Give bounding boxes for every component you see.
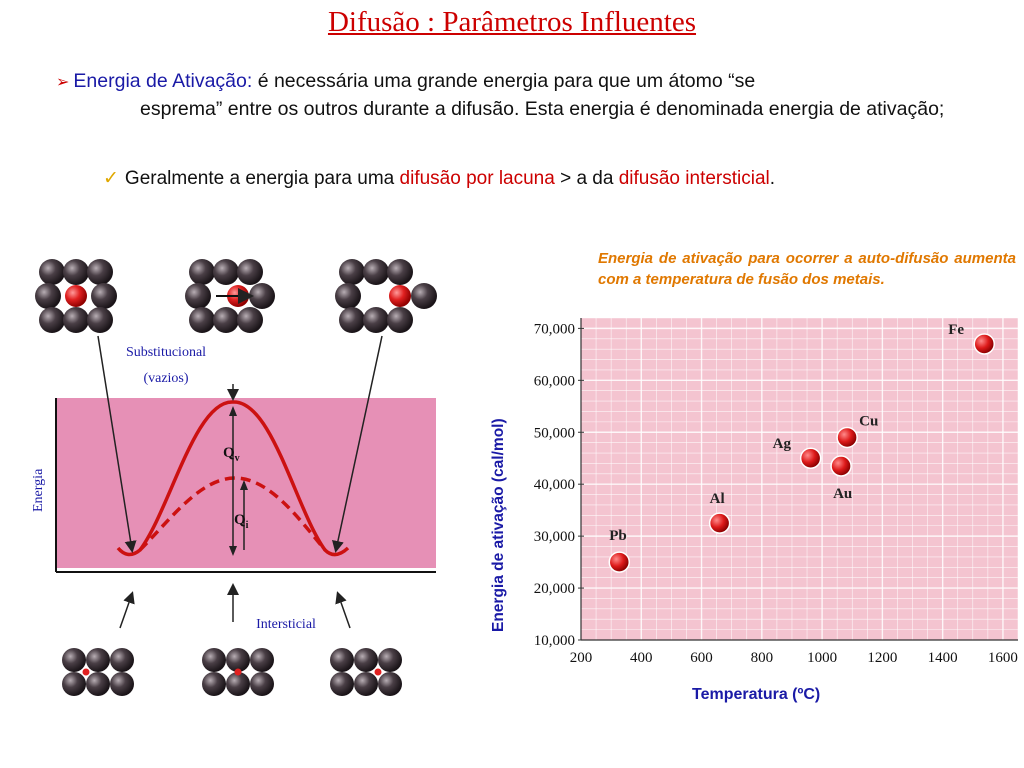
bullet2-interstitial: difusão intersticial xyxy=(618,168,770,189)
data-label-au: Au xyxy=(833,486,852,502)
label-vazios: (vazios) xyxy=(143,371,188,386)
x-tick-label: 1400 xyxy=(928,650,958,666)
y-tick-label: 40,000 xyxy=(534,477,575,493)
bullet2-mid: > a da xyxy=(554,168,619,189)
label-intersticial: Intersticial xyxy=(256,617,316,632)
y-tick-label: 20,000 xyxy=(534,581,575,597)
chart-plot-area xyxy=(581,318,1018,640)
vacancy-cluster-right xyxy=(335,259,437,333)
label-substitucional: Substitucional xyxy=(126,345,206,360)
diffusion-energy-diagram: Substitucional (vazios) Energia Qv Qi In… xyxy=(31,259,437,696)
interstitial-cluster-middle xyxy=(202,648,274,696)
y-tick-label: 60,000 xyxy=(534,373,575,389)
data-label-cu: Cu xyxy=(859,413,878,429)
data-point-pb xyxy=(608,551,631,573)
data-label-pb: Pb xyxy=(609,528,627,544)
x-tick-label: 1600 xyxy=(988,650,1018,666)
check-icon: ✓ xyxy=(103,168,119,189)
bullet2-post: . xyxy=(769,168,776,189)
data-point-fe xyxy=(973,333,995,355)
x-tick-label: 600 xyxy=(690,650,713,666)
chart-caption: Energia de ativação para ocorrer a auto-… xyxy=(598,250,1016,288)
bullet-term: Energia de Ativação: xyxy=(73,70,253,92)
bullet-text-line1: é necessária uma grande energia para que… xyxy=(252,70,756,92)
interstitial-cluster-right xyxy=(330,648,402,696)
y-tick-label: 70,000 xyxy=(534,321,575,337)
activation-energy-chart: 10,000 20,000 30,000 40,000 50,000 60,000 70,0… xyxy=(534,317,1019,666)
vacancy-energy-curve xyxy=(116,400,350,557)
slide-title: Difusão : Parâmetros Influentes xyxy=(327,6,697,38)
bullet-text-line2: esprema” entre os outros durante a difus… xyxy=(140,98,945,120)
bullet2-pre: Geralmente a energia para uma xyxy=(124,168,400,189)
energy-panel xyxy=(56,398,436,568)
data-label-fe: Fe xyxy=(948,322,964,338)
y-tick-label: 50,000 xyxy=(534,425,575,441)
bullet2-vacancy: difusão por lacuna xyxy=(399,168,555,189)
label-energia: Energia xyxy=(31,468,46,512)
x-tick-label: 400 xyxy=(630,650,653,666)
data-point-cu xyxy=(836,426,858,449)
chart-x-axis-label: Temperatura (ºC) xyxy=(692,686,821,703)
interstitial-cluster-left xyxy=(62,648,134,696)
x-tick-label: 1000 xyxy=(807,650,837,666)
x-tick-label: 200 xyxy=(570,650,593,666)
bullet-vacancy-vs-interstitial: ✓ Geralmente a energia para uma difusão p… xyxy=(103,167,775,190)
data-point-ag xyxy=(799,447,822,469)
y-tick-label: 30,000 xyxy=(534,529,575,545)
interstitial-energy-curve xyxy=(138,476,327,552)
x-tick-label: 1200 xyxy=(867,650,897,666)
label-qv: Qv xyxy=(223,445,240,464)
y-tick-label: 10,000 xyxy=(534,633,575,649)
arrow-bullet-icon: ➢ xyxy=(56,74,70,91)
x-tick-label: 800 xyxy=(751,650,774,666)
vacancy-cluster-middle xyxy=(185,259,275,333)
data-point-au xyxy=(830,455,852,477)
data-label-ag: Ag xyxy=(773,436,792,452)
bullet-activation-energy: ➢ Energia de Ativação: é necessária uma g… xyxy=(56,68,1010,123)
data-point-al xyxy=(708,512,731,534)
label-qi: Qi xyxy=(234,512,249,531)
vacancy-cluster-left xyxy=(35,259,117,333)
data-label-al: Al xyxy=(710,491,725,507)
chart-y-axis-label: Energia de ativação (cal/mol) xyxy=(490,418,507,632)
